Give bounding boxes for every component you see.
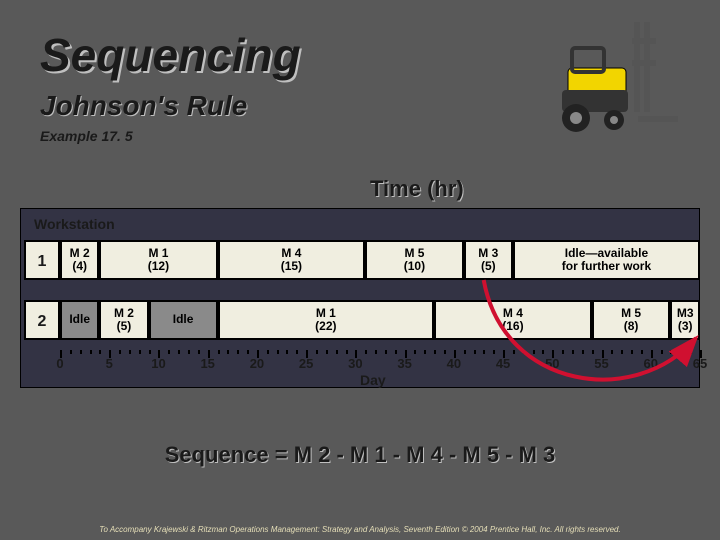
example-label: Example 17. 5 bbox=[40, 128, 133, 144]
workstation-label: Workstation bbox=[34, 216, 115, 232]
tick-label: 0 bbox=[56, 356, 63, 371]
gantt-bar: Idle—availablefor further work bbox=[513, 240, 700, 280]
gantt-bar: Idle bbox=[149, 300, 218, 340]
time-axis-label: Time (hr) bbox=[370, 176, 464, 202]
tick-label: 30 bbox=[348, 356, 362, 371]
day-axis-label: Day bbox=[360, 372, 386, 388]
gantt-bar: M 5(10) bbox=[365, 240, 463, 280]
tick-label: 55 bbox=[594, 356, 608, 371]
gantt-bar: M 3(5) bbox=[464, 240, 513, 280]
tick-label: 5 bbox=[106, 356, 113, 371]
tick-label: 15 bbox=[200, 356, 214, 371]
gantt-bar: M 4(15) bbox=[218, 240, 366, 280]
forklift-icon bbox=[550, 20, 680, 140]
workstation-id: 2 bbox=[24, 300, 60, 340]
sequence-result: Sequence = M 2 - M 1 - M 4 - M 5 - M 3 bbox=[0, 442, 720, 468]
page-subtitle: Johnson's Rule bbox=[40, 90, 247, 122]
tick-label: 45 bbox=[496, 356, 510, 371]
tick-label: 65 bbox=[693, 356, 707, 371]
gantt-bar: M 4(16) bbox=[434, 300, 592, 340]
gantt-bar: M 2(4) bbox=[60, 240, 99, 280]
page-title: Sequencing bbox=[40, 28, 301, 82]
gantt-bar: M 1(12) bbox=[99, 240, 217, 280]
tick-label: 35 bbox=[397, 356, 411, 371]
gantt-bar: M 5(8) bbox=[592, 300, 671, 340]
gantt-bar: Idle bbox=[60, 300, 99, 340]
tick-label: 20 bbox=[250, 356, 264, 371]
footer-text: To Accompany Krajewski & Ritzman Operati… bbox=[0, 525, 720, 534]
gantt-chart: 1M 2(4)M 1(12)M 4(15)M 5(10)M 3(5)Idle—a… bbox=[60, 240, 700, 350]
tick-label: 60 bbox=[644, 356, 658, 371]
gantt-bar: M 1(22) bbox=[218, 300, 435, 340]
tick-label: 10 bbox=[151, 356, 165, 371]
tick-label: 40 bbox=[447, 356, 461, 371]
gantt-bar: M3(3) bbox=[670, 300, 700, 340]
tick-label: 50 bbox=[545, 356, 559, 371]
tick-label: 25 bbox=[299, 356, 313, 371]
workstation-id: 1 bbox=[24, 240, 60, 280]
gantt-bar: M 2(5) bbox=[99, 300, 148, 340]
